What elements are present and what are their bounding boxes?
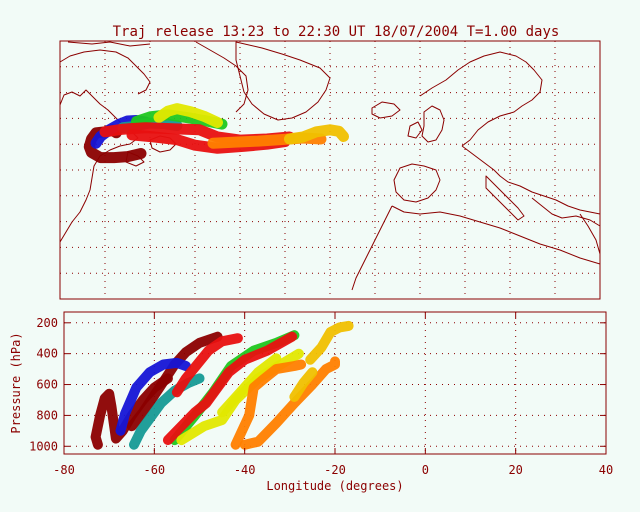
pressure-series-2: [115, 357, 191, 436]
x-axis-label: Longitude (degrees): [266, 479, 403, 493]
map-trajectory-4: [153, 103, 223, 128]
coast-greece-turkey: [531, 197, 601, 227]
coast-hudson: [59, 49, 151, 95]
map-panel: [59, 40, 601, 300]
coast-arctic-islands: [67, 41, 249, 113]
pressure-trajectories: [90, 320, 354, 450]
coast-middle-east: [579, 213, 601, 255]
pressure-series-5: [162, 331, 298, 446]
x-tick-label: -40: [234, 463, 256, 477]
chart-title: Traj release 13:23 to 22:30 UT 18/07/200…: [113, 24, 560, 40]
y-tick-label: 400: [36, 347, 58, 361]
x-tick-label: 0: [422, 463, 429, 477]
coast-iceland: [371, 101, 401, 119]
x-ticks: -80 -60 -40 -20 0 20 40: [53, 312, 613, 477]
coastlines: [59, 41, 601, 291]
coast-north-africa: [391, 205, 601, 265]
y-tick-label: 200: [36, 316, 58, 330]
map-frame: [59, 40, 601, 300]
coast-italy: [485, 175, 525, 221]
x-tick-label: -80: [53, 463, 75, 477]
coast-north-america: [59, 89, 139, 243]
map-grid: [60, 41, 600, 299]
pressure-series-9: [230, 359, 307, 450]
pressure-series-11: [305, 320, 354, 365]
y-tick-label: 600: [36, 378, 58, 392]
x-tick-label: 20: [508, 463, 522, 477]
y-tick-label: 800: [36, 408, 58, 422]
pressure-series-1: [126, 331, 223, 432]
coast-scandinavia: [419, 51, 543, 147]
y-axis-label: Pressure (hPa): [9, 332, 23, 433]
pressure-series-6: [171, 333, 243, 398]
coast-west-africa: [351, 205, 393, 291]
coast-british-isles: [407, 105, 445, 143]
pressure-series-0: [90, 373, 173, 450]
pressure-series-10: [239, 356, 340, 450]
x-tick-label: 40: [599, 463, 613, 477]
coast-greenland: [235, 41, 331, 121]
map-trajectories: [83, 103, 349, 164]
y-tick-label: 1000: [29, 439, 58, 453]
y-ticks: 200 400 600 800 1000: [29, 316, 606, 453]
pressure-series-8: [217, 353, 282, 418]
map-trajectory-8: [284, 124, 349, 145]
coast-iberia: [393, 163, 441, 203]
x-tick-label: -20: [324, 463, 346, 477]
pressure-series-12: [289, 367, 318, 402]
coast-western-europe: [461, 145, 601, 215]
pressure-panel: -80 -60 -40 -20 0 20 40 200 400 600 800 1000 Longi…: [9, 311, 613, 493]
x-tick-label: -60: [143, 463, 165, 477]
